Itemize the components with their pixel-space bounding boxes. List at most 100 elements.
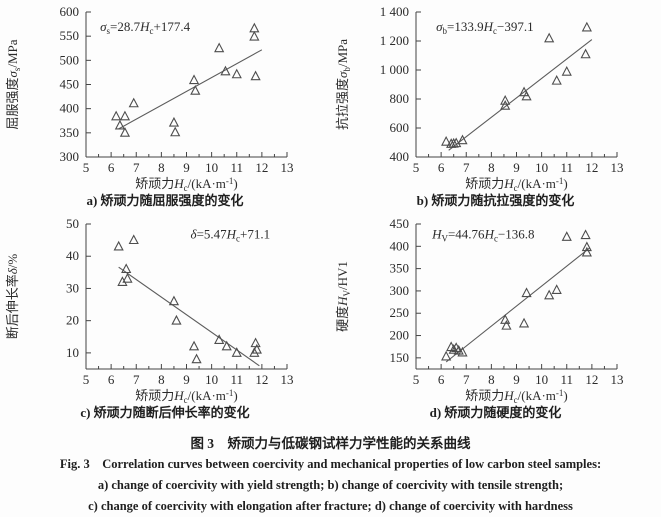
svg-text:7: 7 (463, 372, 470, 387)
data-point-marker (214, 42, 225, 53)
data-point-marker (119, 110, 131, 121)
svg-text:350: 350 (60, 125, 80, 140)
y-axis-label: 屈服强度σs/MPa (5, 39, 22, 129)
data-point-marker (117, 276, 128, 286)
chart-cell-a: 5 6 7 8 9 10 11 12 13 300 350 400 450 500 550 600 σs=28.… (0, 0, 330, 212)
svg-text:13: 13 (281, 372, 294, 387)
axes (415, 224, 617, 370)
svg-text:12: 12 (255, 160, 268, 175)
data-point-marker (551, 284, 562, 294)
data-point-marker (551, 74, 562, 85)
data-points (111, 22, 261, 137)
svg-text:12: 12 (585, 372, 598, 387)
svg-text:20: 20 (66, 313, 79, 328)
data-point-marker (249, 22, 260, 33)
svg-text:40: 40 (66, 248, 79, 263)
data-point-marker (249, 347, 260, 357)
data-point-marker (561, 65, 572, 76)
svg-text:11: 11 (560, 372, 573, 387)
data-point-marker (221, 340, 232, 351)
plot-d: 5 6 7 8 9 10 11 12 13 150 200 250 300 350 400 450 HV=44.… (330, 212, 661, 404)
svg-text:1 400: 1 400 (380, 4, 409, 19)
data-point-marker (113, 240, 124, 251)
svg-text:7: 7 (463, 160, 470, 175)
x-axis-label: 矫顽力Hc/(kA·m-1) (465, 388, 568, 404)
svg-text:7: 7 (133, 372, 140, 387)
svg-text:13: 13 (611, 372, 624, 387)
data-point-marker (580, 48, 591, 59)
data-point-marker (128, 234, 139, 245)
chart-cell-c: 5 6 7 8 9 10 11 12 13 10 20 30 40 50 δ=5.47Hc+71.1 矫顽力H… (0, 212, 330, 424)
svg-text:8: 8 (488, 160, 495, 175)
data-point-marker (441, 350, 452, 361)
data-point-marker (249, 30, 260, 41)
svg-text:400: 400 (390, 149, 410, 164)
x-ticks: 5 6 7 8 9 10 11 12 13 (413, 364, 624, 387)
data-point-marker (500, 94, 511, 105)
data-point-marker (119, 127, 131, 137)
data-point-marker (448, 344, 459, 354)
svg-text:1 200: 1 200 (380, 33, 409, 48)
y-ticks: 10 20 30 40 50 (66, 216, 91, 360)
y-axis-label: 断后伸长率δ/% (5, 254, 20, 340)
caption-en: Fig. 3 Correlation curves between coerci… (59, 457, 602, 471)
svg-text:9: 9 (513, 372, 520, 387)
x-ticks: 5 6 7 8 9 10 11 12 13 (83, 364, 294, 387)
data-point-marker (441, 135, 452, 146)
data-point-marker (121, 263, 132, 274)
svg-text:50: 50 (66, 216, 79, 231)
data-point-marker (250, 337, 261, 348)
y-ticks: 150 200 250 300 350 400 450 (390, 216, 421, 365)
data-point-marker (457, 346, 468, 357)
svg-text:450: 450 (60, 77, 80, 92)
data-point-marker (250, 70, 261, 81)
svg-text:6: 6 (108, 372, 115, 387)
chart-a-svg: 5 6 7 8 9 10 11 12 13 300 350 400 450 500 550 600 σs=28.… (5, 4, 294, 192)
svg-text:9: 9 (183, 372, 190, 387)
svg-text:6: 6 (108, 160, 115, 175)
data-point-marker (188, 74, 200, 85)
svg-text:450: 450 (390, 216, 410, 231)
data-point-marker (457, 134, 468, 145)
svg-text:400: 400 (390, 238, 410, 253)
chart-b-svg: 5 6 7 8 9 10 11 12 13 400 600 800 1 000 1 200 1 400 σb=… (335, 4, 624, 192)
svg-text:13: 13 (281, 160, 294, 175)
data-point-marker (111, 110, 122, 121)
data-point-marker (190, 85, 201, 95)
caption-zh: 图 3 矫顽力与低碳钢试样力学性能的关系曲线 (190, 436, 471, 451)
svg-text:10: 10 (535, 372, 548, 387)
chart-cell-b: 5 6 7 8 9 10 11 12 13 400 600 800 1 000 1 200 1 400 σb=… (330, 0, 661, 212)
data-point-marker (501, 319, 512, 330)
svg-text:10: 10 (205, 372, 218, 387)
svg-text:6: 6 (438, 160, 445, 175)
data-point-marker (191, 353, 202, 364)
svg-text:9: 9 (183, 160, 190, 175)
data-points (441, 229, 592, 361)
svg-text:8: 8 (488, 372, 495, 387)
svg-text:800: 800 (390, 91, 410, 106)
svg-text:11: 11 (560, 160, 573, 175)
svg-text:5: 5 (83, 160, 90, 175)
data-point-marker (581, 246, 592, 257)
svg-text:600: 600 (60, 4, 80, 19)
x-ticks: 5 6 7 8 9 10 11 12 13 (413, 152, 624, 175)
svg-text:1 000: 1 000 (380, 62, 409, 77)
svg-text:12: 12 (255, 372, 268, 387)
subcaption-a: a) 矫顽力随屈服强度的变化 (86, 193, 244, 208)
svg-text:5: 5 (413, 160, 420, 175)
plot-b: 5 6 7 8 9 10 11 12 13 400 600 800 1 000 1 200 1 400 σb=… (330, 0, 661, 192)
svg-text:13: 13 (611, 160, 624, 175)
svg-text:250: 250 (390, 305, 410, 320)
data-point-marker (521, 90, 532, 101)
svg-text:550: 550 (60, 28, 80, 43)
svg-text:7: 7 (133, 160, 140, 175)
x-ticks: 5 6 7 8 9 10 11 12 13 (83, 152, 294, 175)
svg-text:6: 6 (438, 372, 445, 387)
svg-text:5: 5 (413, 372, 420, 387)
data-point-marker (581, 21, 592, 32)
data-point-marker (168, 295, 180, 306)
data-point-marker (518, 317, 530, 328)
subcaption-d: d) 矫顽力随硬度的变化 (429, 405, 562, 420)
data-points (441, 21, 592, 148)
svg-text:11: 11 (230, 160, 243, 175)
